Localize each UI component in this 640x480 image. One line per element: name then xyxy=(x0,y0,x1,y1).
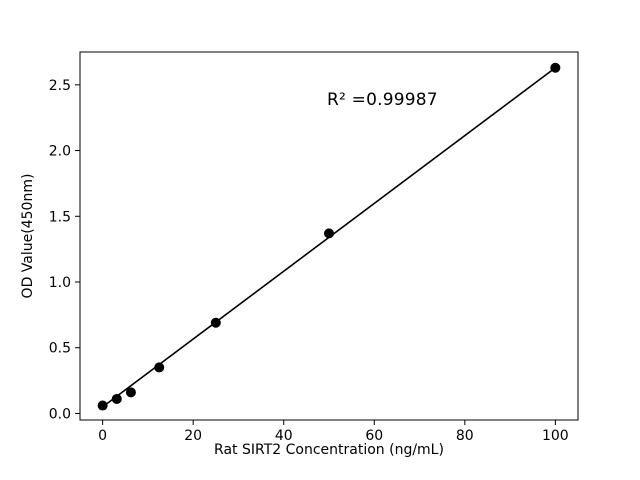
y-tick-label: 2.0 xyxy=(49,144,71,160)
data-point xyxy=(210,317,221,328)
plot-frame xyxy=(79,51,579,421)
data-point xyxy=(154,362,165,373)
data-point xyxy=(111,393,122,404)
y-tick-label: 1.0 xyxy=(49,275,71,291)
y-tick-label: 2.5 xyxy=(49,78,71,94)
x-tick-label: 0 xyxy=(98,428,107,444)
data-point xyxy=(324,228,334,239)
r-squared-annotation: R² =0.99987 xyxy=(327,90,438,110)
data-point xyxy=(97,400,108,411)
data-point xyxy=(550,62,561,73)
y-axis-label: OD Value(450nm) xyxy=(20,173,36,299)
data-point xyxy=(125,387,136,398)
x-tick-label: 40 xyxy=(275,428,293,444)
x-tick-label: 60 xyxy=(365,428,383,444)
y-tick-label: 0.5 xyxy=(49,341,71,357)
x-tick-label: 20 xyxy=(184,428,202,444)
y-tick-label: 0.0 xyxy=(49,406,71,422)
y-tick-label: 1.5 xyxy=(49,209,71,225)
x-axis-label: Rat SIRT2 Concentration (ng/mL) xyxy=(214,442,444,458)
x-tick-label: 100 xyxy=(542,428,569,444)
x-tick-label: 80 xyxy=(456,428,474,444)
